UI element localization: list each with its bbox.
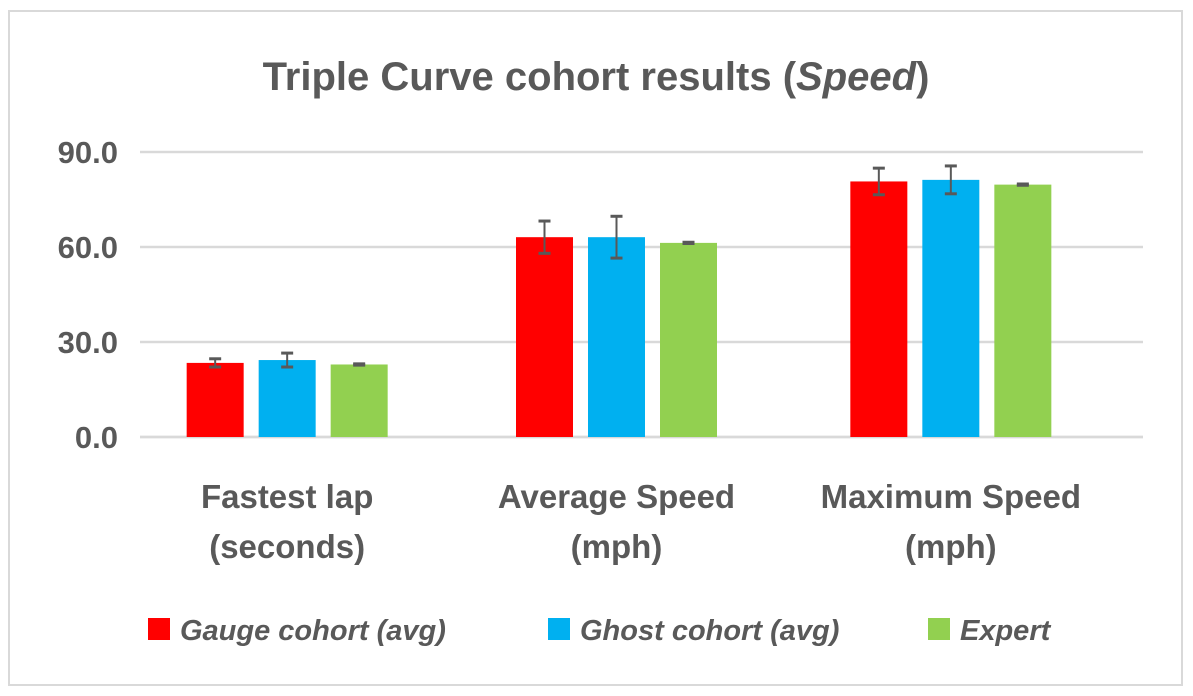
x-tick-label: Fastest lap — [201, 478, 373, 515]
legend-swatch — [148, 618, 170, 640]
bar — [186, 362, 244, 437]
chart-title: Triple Curve cohort results (Speed) — [263, 55, 930, 99]
y-tick-label: 90.0 — [58, 135, 118, 170]
legend-label: Gauge cohort (avg) — [180, 615, 446, 647]
bar — [330, 364, 388, 437]
bar — [588, 237, 645, 437]
legend-label: Expert — [960, 615, 1052, 647]
bar — [258, 360, 316, 437]
x-tick-label: Average Speed — [498, 478, 735, 515]
chart-frame — [8, 10, 1183, 686]
bar — [516, 237, 573, 437]
legend-label: Ghost cohort (avg) — [580, 615, 839, 647]
x-tick-label: (seconds) — [209, 528, 365, 565]
legend-swatch — [928, 618, 950, 640]
bar — [660, 242, 717, 437]
bar — [922, 179, 980, 437]
y-tick-label: 60.0 — [58, 230, 118, 265]
y-tick-label: 0.0 — [75, 420, 118, 455]
x-tick-label: (mph) — [905, 528, 997, 565]
bar — [850, 181, 908, 437]
y-tick-label: 30.0 — [58, 325, 118, 360]
x-tick-label: (mph) — [571, 528, 663, 565]
x-tick-label: Maximum Speed — [821, 478, 1081, 515]
bar — [994, 184, 1052, 437]
legend-swatch — [548, 618, 570, 640]
